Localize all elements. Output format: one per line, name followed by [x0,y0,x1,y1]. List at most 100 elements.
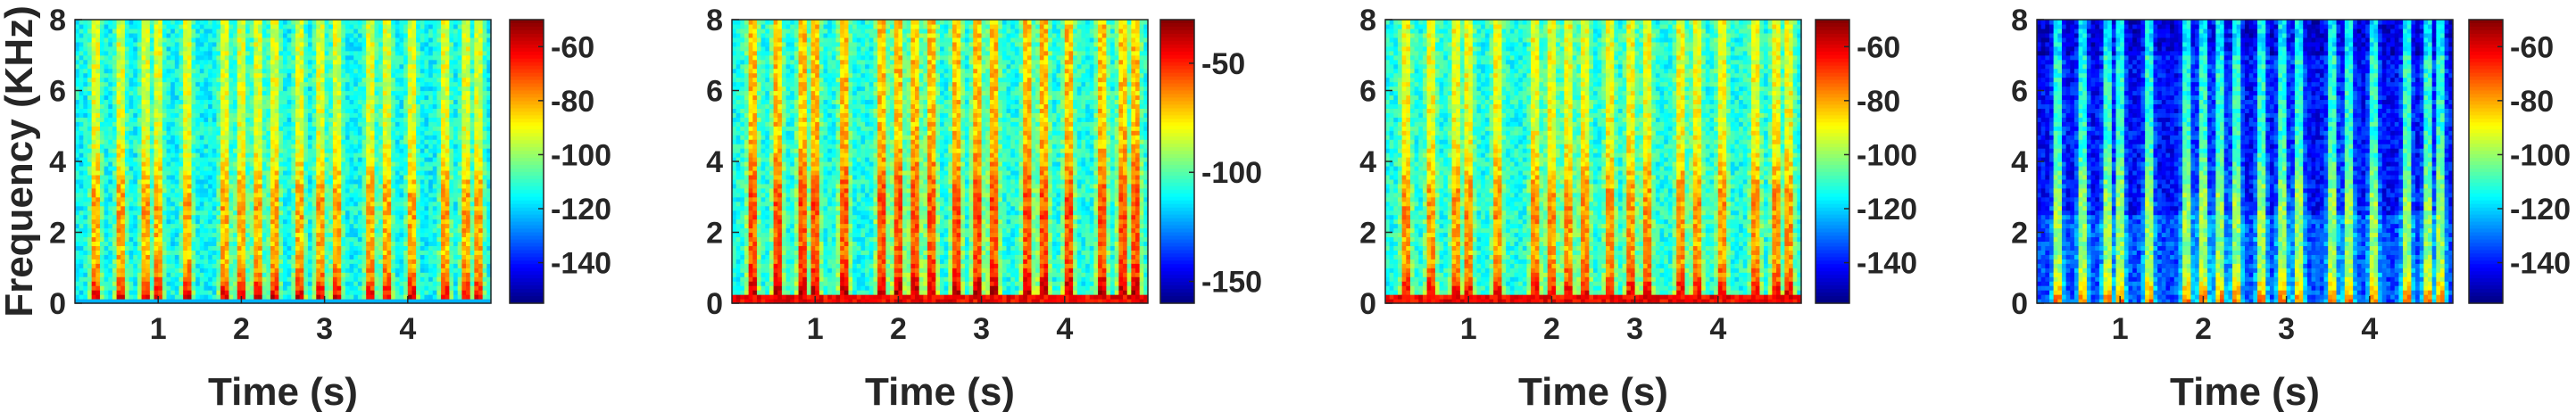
heatmap-cell [112,263,117,268]
heatmap-cell [345,78,350,83]
heatmap-cell [175,233,179,238]
heatmap-cell [300,112,304,118]
heatmap-cell [187,202,192,207]
heatmap-cell [187,224,192,229]
heatmap-cell [158,112,162,118]
heatmap-cell [278,241,283,246]
heatmap-cell [200,91,204,96]
heatmap-cell [370,99,375,104]
heatmap-cell [204,170,208,176]
heatmap-cell [245,276,250,282]
heatmap-cell [295,51,300,56]
heatmap-cell [291,236,295,242]
heatmap-cell [287,175,292,180]
heatmap-cell [120,126,125,131]
heatmap-cell [167,55,171,61]
heatmap-cell [300,121,304,127]
heatmap-cell [96,193,100,198]
heatmap-cell [79,219,84,225]
heatmap-cell [370,20,375,25]
heatmap-cell [358,20,362,25]
heatmap-cell [154,152,159,158]
heatmap-cell [137,210,142,216]
heatmap-cell [283,60,287,65]
heatmap-cell [303,60,308,65]
heatmap-cell [92,285,96,291]
heatmap-cell [358,224,362,229]
heatmap-cell [87,87,92,92]
heatmap-cell [104,33,109,38]
heatmap-cell [337,152,342,158]
heatmap-cell [137,29,142,34]
heatmap-cell [287,233,292,238]
heatmap-cell [328,126,333,131]
heatmap-cell [112,276,117,282]
heatmap-cell [100,294,104,300]
heatmap-cell [225,170,229,176]
heatmap-cell [108,108,112,113]
heatmap-cell [75,91,79,96]
heatmap-cell [341,294,345,300]
heatmap-cell [395,55,400,61]
heatmap-cell [120,268,125,273]
heatmap-cell [225,82,229,87]
heatmap-cell [278,263,283,268]
heatmap-cell [183,245,187,251]
heatmap-cell [270,157,275,162]
heatmap-cell [208,46,212,52]
heatmap-cell [120,144,125,149]
heatmap-cell [75,73,79,78]
heatmap-cell [312,157,317,162]
heatmap-cell [337,135,342,140]
heatmap-cell [387,175,392,180]
heatmap-cell [220,166,225,171]
heatmap-cell [262,219,267,225]
heatmap-cell [325,254,329,260]
heatmap-cell [179,130,184,136]
heatmap-cell [266,193,270,198]
heatmap-cell [266,268,270,273]
heatmap-cell [278,130,283,136]
heatmap-cell [270,268,275,273]
heatmap-cell [320,210,325,216]
heatmap-cell [208,20,212,25]
heatmap-cell [303,152,308,158]
heatmap-cell [150,157,154,162]
heatmap-cell [283,166,287,171]
heatmap-cell [154,139,159,144]
heatmap-cell [345,215,350,220]
heatmap-cell [353,272,358,277]
heatmap-cell [308,215,312,220]
heatmap-cell [183,206,187,211]
heatmap-cell [145,272,150,277]
heatmap-cell [87,276,92,282]
heatmap-cell [383,236,387,242]
heatmap-cell [270,161,275,167]
heatmap-cell [187,157,192,162]
heatmap-cell [258,170,262,176]
heatmap-cell [200,20,204,25]
heatmap-cell [300,236,304,242]
heatmap-cell [120,206,125,211]
heatmap-cell [191,245,195,251]
heatmap-cell [341,108,345,113]
heatmap-cell [253,166,258,171]
heatmap-cell [158,281,162,286]
heatmap-cell [79,184,84,189]
heatmap-cell [253,87,258,92]
heatmap-cell [387,73,392,78]
heatmap-cell [167,29,171,34]
heatmap-cell [170,144,175,149]
heatmap-cell [291,108,295,113]
heatmap-cell [142,46,146,52]
heatmap-cell [258,126,262,131]
heatmap-cell [100,130,104,136]
heatmap-cell [312,219,317,225]
heatmap-cell [250,103,254,109]
heatmap-cell [300,188,304,194]
heatmap-cell [220,290,225,295]
heatmap-cell [187,263,192,268]
heatmap-cell [320,250,325,255]
heatmap-cell [303,263,308,268]
heatmap-cell [395,259,400,264]
